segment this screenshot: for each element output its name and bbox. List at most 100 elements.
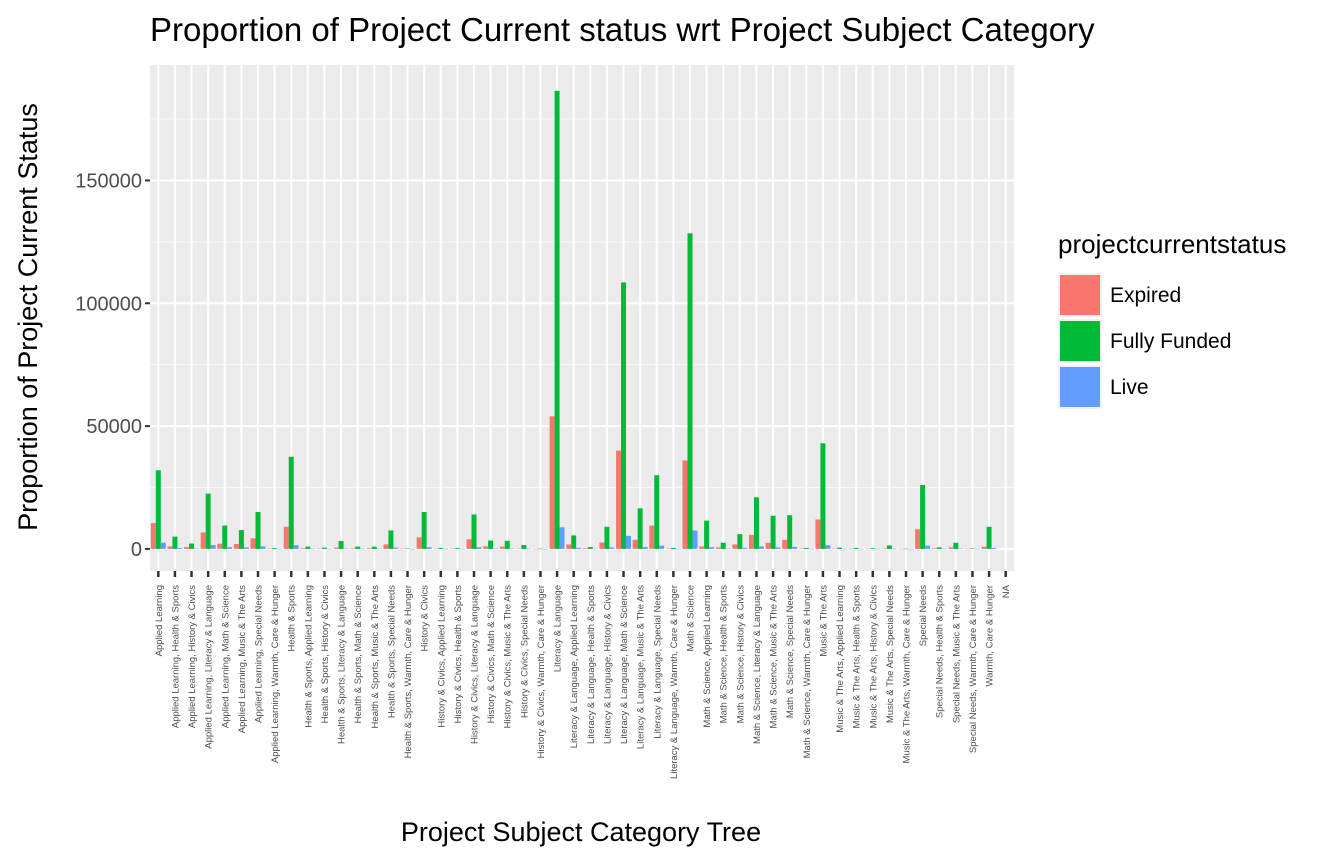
x-tick-label: Health & Sports, History & Civics — [320, 585, 331, 724]
bar — [725, 548, 731, 549]
bar — [471, 514, 477, 549]
x-tick-label: Math & Science, Special Needs — [785, 585, 796, 718]
bar — [825, 545, 831, 549]
x-tick-label: Special Needs, Warmth, Care & Hunger — [968, 585, 979, 753]
bar — [616, 450, 622, 549]
bar — [366, 548, 372, 549]
x-tick-label: Math & Science, Health & Sports — [719, 585, 730, 724]
bar — [737, 534, 743, 549]
bar — [333, 547, 339, 549]
x-tick-label: Music & The Arts, History & Civics — [868, 585, 879, 729]
bar — [582, 548, 588, 549]
bar — [692, 530, 698, 549]
bar — [571, 535, 577, 549]
legend-label: Live — [1110, 376, 1149, 399]
bar — [184, 547, 190, 549]
bar — [609, 547, 615, 549]
bar — [516, 548, 522, 549]
bar — [410, 548, 416, 550]
bar — [150, 523, 156, 549]
bar — [958, 548, 964, 549]
bar — [758, 546, 764, 549]
bar — [792, 546, 798, 549]
bar — [405, 548, 411, 549]
bar — [604, 526, 610, 549]
bar — [388, 530, 394, 549]
x-tick-label: Health & Sports, Math & Science — [353, 585, 364, 723]
bar — [974, 548, 980, 550]
bar — [443, 548, 449, 550]
grid-minor — [150, 118, 1014, 488]
bar — [915, 529, 921, 549]
bar — [438, 547, 444, 549]
bar — [177, 547, 183, 549]
x-tick-label: History & Civics, Special Needs — [519, 585, 530, 718]
bar — [310, 548, 316, 550]
x-axis-title: Project Subject Category Tree — [401, 817, 761, 847]
bar — [449, 548, 455, 550]
x-tick-label: Health & Sports, Special Needs — [386, 585, 397, 718]
x-tick-label: Math & Science, Music & The Arts — [769, 585, 780, 729]
x-tick-label: Applied Learning — [154, 585, 165, 656]
x-tick-label: Music & The Arts, Warmth, Care & Hunger — [902, 585, 913, 763]
bar — [699, 546, 705, 549]
bar — [521, 544, 527, 549]
bar — [483, 546, 489, 549]
legend-swatch — [1060, 367, 1100, 407]
bar — [675, 548, 681, 550]
bar — [920, 485, 926, 549]
bar — [355, 546, 361, 549]
x-tick-label: Applied Learning, Music & The Arts — [237, 585, 248, 733]
bar — [665, 548, 671, 549]
legend-label: Expired — [1110, 284, 1181, 307]
legend: projectcurrentstatus Expired Fully Funded… — [1058, 229, 1286, 409]
bar — [509, 548, 515, 549]
x-tick-label: History & Civics, Literacy & Language — [470, 585, 481, 744]
bar — [742, 547, 748, 549]
x-tick-label: Warmth, Care & Hunger — [985, 585, 996, 687]
bar — [376, 548, 382, 550]
y-axis-title: Proportion of Project Current Status — [13, 103, 43, 531]
bar — [566, 544, 572, 549]
x-tick-label: Special Needs — [918, 585, 929, 647]
x-tick-label: Literacy & Language, Math & Science — [619, 585, 630, 744]
bar — [421, 512, 427, 549]
x-tick-label: Health & Sports — [287, 585, 298, 652]
bar — [732, 544, 738, 549]
bar — [986, 526, 992, 549]
x-tick-label: Literacy & Language, History & Civics — [602, 585, 613, 744]
bar — [626, 535, 632, 549]
bar — [305, 546, 311, 549]
bar — [898, 548, 904, 550]
bar — [649, 525, 655, 549]
x-tick-label: Literacy & Language, Applied Learning — [569, 585, 580, 748]
bar — [172, 536, 178, 549]
bar — [167, 546, 173, 549]
bar — [953, 542, 959, 549]
bar — [931, 548, 937, 549]
bar — [837, 547, 843, 549]
bar — [493, 548, 499, 549]
x-tick-label: Health & Sports, Music & The Arts — [370, 585, 381, 729]
x-tick-label: History & Civics, Warmth, Care & Hunger — [536, 585, 547, 758]
bar — [858, 548, 864, 550]
x-tick-label: Applied Learning, Math & Science — [220, 585, 231, 728]
x-tick-label: Special Needs, Music & The Arts — [951, 585, 962, 723]
bar — [360, 548, 366, 550]
x-tick-label: Applied Learning, Warmth, Care & Hunger — [270, 585, 281, 763]
x-tick-label: Math & Science — [686, 585, 697, 652]
bar — [160, 542, 166, 549]
bar — [217, 543, 223, 549]
bar — [637, 508, 643, 549]
legend-swatch — [1060, 321, 1100, 361]
legend-label: Fully Funded — [1110, 330, 1231, 353]
bar — [233, 543, 239, 549]
bar — [205, 493, 211, 549]
bar — [189, 543, 195, 549]
bar — [321, 547, 327, 549]
x-tick-label: Music & The Arts, Health & Sports — [852, 585, 863, 729]
bar — [642, 546, 648, 549]
x-tick-label: History & Civics, Applied Learning — [436, 585, 447, 728]
x-tick-label: History & Civics, Health & Sports — [453, 585, 464, 724]
